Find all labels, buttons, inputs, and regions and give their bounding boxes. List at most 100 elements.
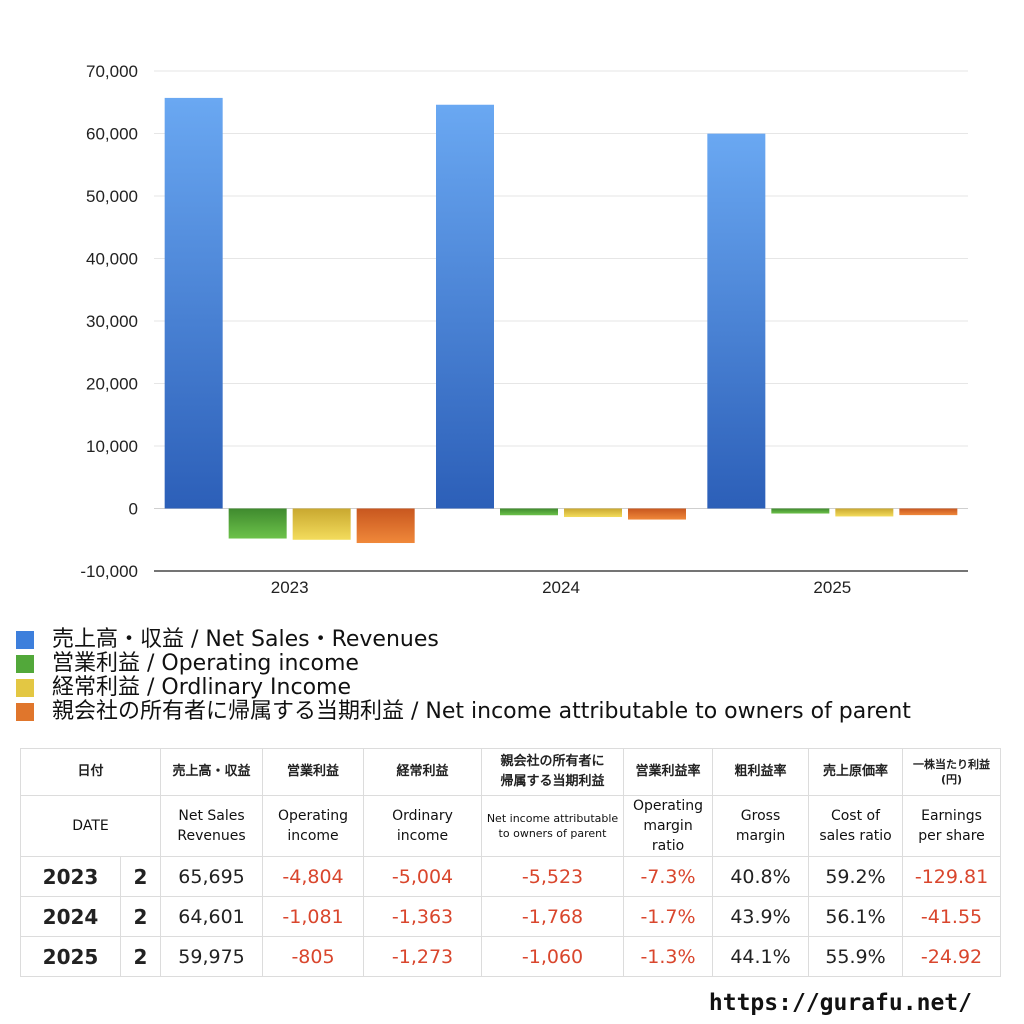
y-tick-label: 30,000: [86, 312, 138, 331]
bar: [164, 97, 223, 509]
header-net-en-line2: to owners of parent: [498, 827, 607, 840]
cell-sales: 65,695: [160, 856, 264, 897]
table-header-en: DATE Net Sales Revenues Operating income O…: [19, 795, 1002, 857]
y-axis-ticks: -10,000 0 10,000 20,000 30,000 40,000 50,000 60…: [80, 62, 138, 581]
header-sales-en-line1: Net Sales: [178, 808, 245, 824]
bar: [771, 508, 830, 514]
cell-opm: -1.7%: [623, 896, 714, 937]
legend-label-operating-income: 営業利益 / Operating income: [52, 651, 359, 676]
table-row-2024: 2024 2 64,601 -1,081 -1,363 -1,768 -1.7%…: [20, 896, 1002, 937]
bar: [500, 508, 558, 516]
cell-net: -1,768: [481, 896, 625, 937]
cell-sales: 59,975: [160, 936, 264, 977]
header-ord-en-line2: income: [396, 828, 449, 844]
cell-net: -1,060: [481, 936, 625, 977]
header-sales-en: Net Sales Revenues: [160, 795, 264, 857]
y-tick-label: 20,000: [86, 375, 138, 394]
header-eps-en-line1: Earnings: [921, 808, 982, 824]
x-category-label: 2024: [542, 578, 580, 597]
cell-opm: -1.3%: [623, 936, 714, 977]
cell-ord: -1,363: [363, 896, 483, 937]
header-net-jp-line2: 帰属する当期利益: [500, 774, 605, 789]
header-op-en-line2: income: [287, 828, 339, 844]
header-ord-jp: 経常利益: [363, 748, 483, 796]
header-gm-en-line1: Gross: [740, 808, 781, 824]
cell-cost: 56.1%: [808, 896, 904, 937]
legend-item-net-income: 親会社の所有者に帰属する当期利益 / Net income attributab…: [16, 700, 911, 724]
site-url[interactable]: https://gurafu.net/: [708, 990, 972, 1016]
header-op-jp: 営業利益: [262, 748, 365, 796]
cell-eps: -129.81: [902, 856, 1002, 897]
y-tick-label: 10,000: [86, 437, 138, 456]
legend: 売上高・収益 / Net Sales・Revenues 営業利益 / Opera…: [16, 628, 911, 724]
header-net-en-line1: Net income attributable: [486, 812, 619, 825]
bar: [564, 508, 622, 518]
header-eps-jp-line1: 一株当たり利益: [913, 758, 991, 771]
cell-cost: 59.2%: [808, 856, 904, 897]
cell-gm: 43.9%: [712, 896, 810, 937]
header-opm-en-line3: ratio: [651, 838, 685, 854]
table-header-jp: 日付 売上高・収益 営業利益 経常利益 親会社の所有者に 帰属する当期利益 営業利…: [19, 748, 1002, 796]
header-opm-en: Operating margin ratio: [623, 795, 714, 857]
grid-lines: [154, 70, 968, 509]
bar: [436, 104, 494, 509]
cell-op: -805: [262, 936, 365, 977]
bar-chart: -10,000 0 10,000 20,000 30,000 40,000 50,000 60…: [80, 62, 968, 597]
header-net-jp-line1: 親会社の所有者に: [500, 754, 605, 769]
header-opm-jp: 営業利益率: [623, 748, 714, 796]
y-tick-label: 70,000: [86, 62, 138, 81]
x-axis: 2023 2024 2025: [154, 570, 968, 597]
financial-table: 日付 売上高・収益 営業利益 経常利益 親会社の所有者に 帰属する当期利益 営業利…: [19, 748, 1002, 977]
header-ord-en-line1: Ordinary: [392, 808, 453, 824]
cell-quarter: 2: [119, 896, 162, 937]
legend-item-net-sales: 売上高・収益 / Net Sales・Revenues: [16, 628, 911, 652]
bar: [835, 508, 894, 517]
cell-op: -4,804: [262, 856, 365, 897]
cell-ord: -5,004: [363, 856, 483, 897]
cell-ord: -1,273: [363, 936, 483, 977]
bar: [356, 508, 415, 544]
x-category-label: 2025: [813, 578, 851, 597]
legend-swatch-net-sales: [16, 631, 34, 649]
header-net-en: Net income attributable to owners of pare…: [481, 795, 625, 857]
header-net-jp: 親会社の所有者に 帰属する当期利益: [481, 748, 625, 796]
cell-quarter: 2: [119, 936, 162, 977]
cell-eps: -41.55: [902, 896, 1002, 937]
legend-item-ordinary-income: 経常利益 / Ordlinary Income: [16, 676, 911, 700]
header-cost-en-line2: sales ratio: [819, 828, 892, 844]
bar: [292, 508, 351, 540]
table-row-2025: 2025 2 59,975 -805 -1,273 -1,060 -1.3% 4…: [20, 936, 1002, 977]
cell-quarter: 2: [119, 856, 162, 897]
bar: [228, 508, 287, 539]
header-op-en: Operating income: [262, 795, 365, 857]
legend-label-ordinary-income: 経常利益 / Ordlinary Income: [52, 675, 351, 700]
cell-year: 2025: [20, 936, 121, 977]
header-opm-en-line1: Operating: [633, 798, 704, 814]
header-opm-en-line2: margin: [643, 818, 693, 834]
legend-label-net-income: 親会社の所有者に帰属する当期利益 / Net income attributab…: [52, 699, 911, 724]
bar: [628, 508, 686, 520]
bar: [707, 133, 766, 509]
header-cost-en-line1: Cost of: [830, 808, 881, 824]
header-op-en-line1: Operating: [278, 808, 349, 824]
cell-eps: -24.92: [902, 936, 1002, 977]
y-tick-label: 50,000: [86, 187, 138, 206]
header-eps-en: Earnings per share: [902, 795, 1002, 857]
y-tick-label: -10,000: [80, 562, 138, 581]
header-eps-jp: 一株当たり利益 (円): [902, 748, 1002, 796]
header-gm-en-line2: margin: [735, 828, 786, 844]
header-date-en: DATE: [19, 795, 162, 857]
cell-gm: 40.8%: [712, 856, 810, 897]
legend-label-net-sales: 売上高・収益 / Net Sales・Revenues: [52, 627, 439, 652]
header-cost-jp: 売上原価率: [808, 748, 904, 796]
header-sales-jp: 売上高・収益: [160, 748, 264, 796]
bar: [899, 508, 958, 516]
header-eps-jp-line2: (円): [940, 773, 963, 786]
y-tick-label: 60,000: [86, 125, 138, 144]
header-sales-en-line2: Revenues: [177, 828, 246, 844]
header-ord-en: Ordinary income: [363, 795, 483, 857]
table-row-2023: 2023 2 65,695 -4,804 -5,004 -5,523 -7.3%…: [20, 856, 1002, 897]
legend-swatch-ordinary-income: [16, 679, 34, 697]
legend-swatch-net-income: [16, 703, 34, 721]
header-gm-en: Gross margin: [712, 795, 810, 857]
